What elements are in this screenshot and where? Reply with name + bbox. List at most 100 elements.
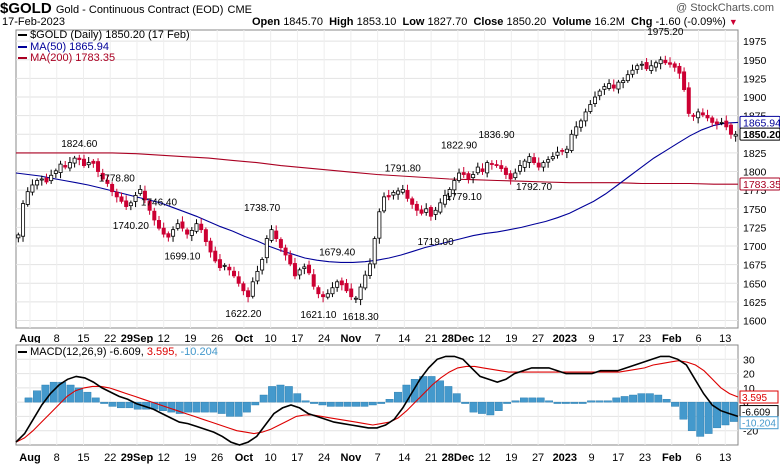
macd-histogram-bar [200, 401, 209, 413]
x-tick-label: 14 [398, 333, 410, 343]
macd-tag-box [739, 390, 779, 404]
macd-histogram-bar [729, 401, 738, 422]
macd-histogram-bar [41, 384, 50, 403]
x-tick-label: 28Dec [442, 333, 474, 343]
candle-body [91, 160, 96, 164]
price-annotation: 1618.30 [343, 312, 380, 323]
price-tick-label: 1975 [743, 36, 767, 48]
x-tick-label: 22 [104, 333, 116, 343]
macd-histogram-bar [570, 401, 579, 404]
macd-histogram-bar [679, 401, 688, 420]
legend-macd: MACD(12,26,9) -6.609, 3.595, -10.204 [18, 346, 218, 358]
macd-histogram-bar [444, 386, 453, 403]
price-annotation: 1719.00 [418, 237, 455, 248]
candle-body [335, 281, 340, 288]
symbol-label: $GOLD [0, 0, 52, 17]
candle-body [316, 287, 321, 295]
low-value: 1827.70 [427, 16, 468, 28]
candle-body [550, 156, 555, 160]
macd-x-tick-label: 8 [54, 452, 60, 464]
candle-body [72, 157, 77, 164]
candle-body [16, 234, 21, 239]
candle-body [278, 239, 283, 248]
macd-histogram-bar [167, 401, 176, 413]
candle-body [391, 192, 396, 196]
candle-body [644, 62, 649, 70]
macd-histogram-bar [310, 401, 318, 404]
chart-title: $GOLD Gold - Continuous Contract (EOD) C… [0, 0, 252, 17]
macd-histogram-bar [595, 400, 604, 403]
macd-histogram-bar [75, 387, 83, 403]
candle-body [658, 59, 663, 65]
candle-body [616, 81, 621, 90]
candle-body [175, 223, 180, 229]
macd-x-tick-label: 17 [612, 452, 624, 464]
candle-body [442, 194, 447, 205]
macd-histogram-bar [368, 401, 377, 406]
macd-histogram-bar [217, 401, 226, 414]
macd-x-tick-label: 2023 [553, 452, 577, 464]
macd-histogram-bar [603, 400, 612, 403]
macd-tag-label: -6.609 [742, 408, 771, 419]
candle-body [424, 208, 429, 213]
price-annotation: 1975.20 [647, 28, 684, 38]
x-tick-label: 12 [478, 333, 490, 343]
macd-x-tick-label: 12 [158, 452, 170, 464]
candle-body [288, 254, 293, 265]
candle-body [475, 166, 480, 174]
candle-body [724, 120, 729, 128]
macd-histogram-bar [24, 397, 33, 403]
candle-body [152, 210, 157, 221]
macd-histogram-bar [637, 393, 646, 403]
candle-body [527, 156, 532, 163]
candle-body [208, 240, 213, 253]
candle-body [250, 281, 255, 297]
candle-body [466, 173, 471, 180]
candle-body [307, 264, 312, 274]
price-panel: 1600162516501675170017251750177518001825… [15, 28, 780, 343]
x-tick-label: 6 [695, 333, 701, 343]
price-annotation: 1778.80 [99, 173, 136, 184]
candle-body [607, 83, 612, 89]
x-tick-label: Nov [340, 333, 362, 343]
macd-histogram-bar [587, 400, 595, 403]
candle-body [621, 80, 626, 83]
candle-body [719, 121, 724, 124]
macd-histogram-bar [83, 391, 92, 403]
x-tick-label: 19 [505, 333, 517, 343]
chg-value: -1.60 (-0.09%) [655, 16, 726, 28]
macd-histogram-bar [536, 397, 545, 403]
candle-body [649, 65, 654, 71]
candle-body [264, 238, 269, 259]
candle-body [119, 196, 124, 202]
macd-histogram-bar [671, 401, 679, 407]
macd-histogram-bar [234, 401, 243, 417]
macd-x-tick-label: 14 [398, 452, 410, 464]
x-tick-label: 17 [291, 333, 303, 343]
macd-x-tick-label: Oct [235, 452, 254, 464]
price-tag-label: 1850.20 [743, 129, 780, 141]
candle-body [302, 266, 307, 269]
macd-x-tick-label: 23 [639, 452, 651, 464]
candle-body [597, 90, 602, 97]
candle-body [536, 162, 541, 168]
macd-histogram-bar [360, 401, 369, 407]
macd-x-tick-label: 19 [505, 452, 517, 464]
candle-body [156, 220, 161, 229]
candle-body [457, 172, 462, 181]
macd-x-tick-label: 13 [719, 452, 731, 464]
x-tick-label: Oct [235, 333, 254, 343]
candle-body [677, 65, 682, 74]
x-tick-label: 13 [719, 333, 731, 343]
candle-body [203, 229, 208, 242]
candle-body [21, 203, 26, 237]
candle-body [63, 165, 68, 168]
macd-tick-label: 20 [743, 369, 755, 381]
price-annotation: 1699.10 [164, 252, 201, 263]
macd-histogram-bar [268, 386, 276, 403]
macd-histogram-bar [192, 401, 201, 413]
candle-body [128, 202, 133, 207]
candle-body [185, 229, 190, 235]
macd-histogram-bar [528, 397, 537, 403]
macd-histogram-bar [461, 401, 470, 404]
